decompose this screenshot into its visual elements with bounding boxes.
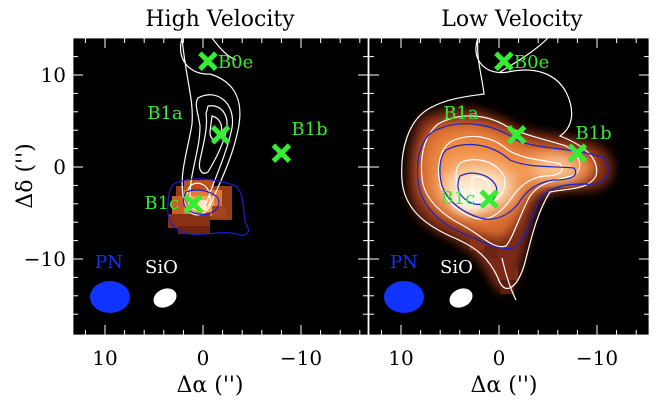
- y-tick-label: −10: [24, 247, 66, 271]
- source-label: B1a: [443, 103, 479, 124]
- x-tick-labels: 10 0 −10: [92, 346, 322, 370]
- source-label: B0e: [218, 52, 253, 73]
- x-axis-title-right: Δα (''): [471, 373, 538, 398]
- source-label: B1c: [144, 193, 179, 214]
- pn-beam-label: PN: [390, 252, 418, 273]
- source-marker-b1c: B1c: [144, 193, 203, 214]
- x-tick-label: −10: [280, 346, 322, 370]
- panel-title-low-velocity: Low Velocity: [441, 7, 583, 32]
- sio-beam-label: SiO: [145, 257, 178, 278]
- source-label: B1a: [147, 103, 183, 124]
- source-marker-b1a: B1a: [443, 103, 527, 145]
- source-marker-b1a: B1a: [147, 103, 231, 145]
- x-tick-label: 10: [388, 346, 413, 370]
- panel-frame: [368, 37, 650, 336]
- panel-high-velocity: B0e B1a B1b B1c PN SiO: [72, 37, 369, 336]
- sio-beam: [449, 288, 473, 308]
- source-label: B0e: [514, 52, 549, 73]
- x-tick-label: 0: [197, 346, 210, 370]
- axis-ticks: [73, 38, 368, 335]
- axis-ticks: [369, 38, 649, 335]
- source-marker-b0e: B0e: [198, 51, 253, 73]
- x-axis-title-left: Δα (''): [177, 373, 244, 398]
- panel-frame: [72, 37, 369, 336]
- x-tick-label: 0: [493, 346, 506, 370]
- source-marker-b1b: B1b: [567, 123, 612, 163]
- panel-low-velocity: B0e B1a B1b B1c PN SiO: [368, 37, 650, 336]
- source-markers: B0e B1a B1b B1c: [144, 51, 328, 214]
- source-marker-b1c: B1c: [440, 188, 499, 209]
- y-tick-label: 10: [41, 63, 66, 87]
- pn-beam: [90, 281, 130, 313]
- pn-beam: [384, 281, 424, 313]
- source-label: B1b: [575, 123, 611, 144]
- x-tick-labels: 10 0 −10: [388, 346, 618, 370]
- source-marker-b1b: B1b: [271, 119, 328, 163]
- y-axis-title: Δδ (''): [13, 143, 38, 208]
- sio-beam-label: SiO: [440, 257, 473, 278]
- y-tick-label: 0: [53, 155, 66, 179]
- y-tick-labels: 10 0 −10: [24, 63, 66, 271]
- sio-beam: [153, 288, 177, 308]
- source-marker-b0e: B0e: [494, 51, 549, 73]
- x-tick-label: 10: [92, 346, 117, 370]
- source-markers: B0e B1a B1b B1c: [440, 51, 612, 209]
- x-tick-label: −10: [576, 346, 618, 370]
- source-label: B1c: [440, 188, 475, 209]
- source-label: B1b: [291, 119, 327, 140]
- emission-map: [407, 107, 614, 294]
- pn-contours: [167, 178, 249, 236]
- pn-beam-label: PN: [95, 252, 123, 273]
- panel-title-high-velocity: High Velocity: [145, 7, 295, 32]
